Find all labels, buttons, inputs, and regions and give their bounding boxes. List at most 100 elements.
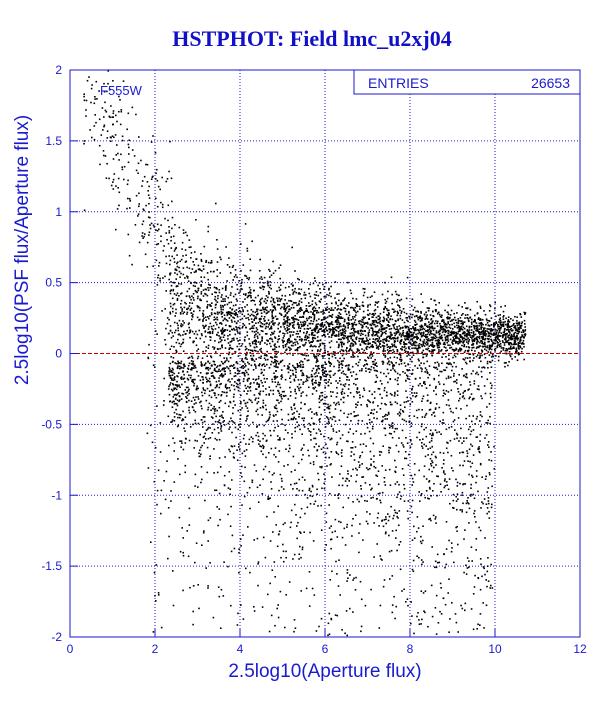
scatter-point — [199, 299, 201, 301]
scatter-point — [198, 452, 200, 454]
scatter-point — [510, 329, 512, 331]
scatter-point — [385, 302, 387, 304]
scatter-point — [260, 299, 262, 301]
scatter-point — [115, 115, 117, 117]
scatter-point — [190, 272, 192, 274]
scatter-point — [506, 333, 508, 335]
scatter-point — [439, 421, 441, 423]
scatter-point — [503, 332, 505, 334]
scatter-point — [174, 403, 176, 405]
scatter-point — [278, 298, 280, 300]
scatter-point — [203, 341, 205, 343]
scatter-point — [109, 116, 111, 118]
scatter-point — [269, 281, 271, 283]
scatter-point — [167, 178, 169, 180]
scatter-point — [191, 252, 193, 254]
scatter-point — [184, 277, 186, 279]
scatter-point — [123, 179, 125, 181]
scatter-point — [327, 317, 329, 319]
scatter-point — [298, 304, 300, 306]
scatter-point — [111, 185, 113, 187]
scatter-point — [271, 321, 273, 323]
scatter-point — [292, 354, 294, 356]
scatter-point — [391, 394, 393, 396]
scatter-point — [485, 579, 487, 581]
scatter-point — [331, 316, 333, 318]
scatter-point — [407, 400, 409, 402]
scatter-point — [365, 368, 367, 370]
scatter-point — [316, 312, 318, 314]
scatter-point — [173, 373, 175, 375]
scatter-point — [406, 397, 408, 399]
scatter-point — [94, 98, 96, 100]
scatter-point — [459, 398, 461, 400]
scatter-point — [174, 416, 176, 418]
scatter-point — [465, 603, 467, 605]
scatter-point — [412, 326, 414, 328]
scatter-point — [272, 333, 274, 335]
scatter-point — [229, 370, 231, 372]
scatter-point — [400, 318, 402, 320]
scatter-point — [200, 284, 202, 286]
scatter-point — [181, 308, 183, 310]
scatter-point — [315, 310, 317, 312]
scatter-point — [392, 366, 394, 368]
scatter-point — [267, 340, 269, 342]
scatter-point — [229, 352, 231, 354]
scatter-point — [240, 472, 242, 474]
scatter-point — [294, 321, 296, 323]
scatter-point — [478, 385, 480, 387]
scatter-point — [86, 100, 88, 102]
scatter-point — [188, 365, 190, 367]
scatter-point — [401, 299, 403, 301]
scatter-point — [483, 310, 485, 312]
scatter-point — [209, 284, 211, 286]
scatter-point — [276, 386, 278, 388]
scatter-point — [231, 329, 233, 331]
scatter-point — [301, 316, 303, 318]
scatter-point — [370, 357, 372, 359]
scatter-point — [175, 269, 177, 271]
scatter-point — [258, 322, 260, 324]
scatter-point — [518, 333, 520, 335]
scatter-point — [353, 383, 355, 385]
scatter-point — [200, 253, 202, 255]
scatter-point — [517, 359, 519, 361]
scatter-point — [288, 308, 290, 310]
scatter-point — [195, 423, 197, 425]
scatter-point — [453, 362, 455, 364]
scatter-point — [297, 336, 299, 338]
scatter-point — [395, 320, 397, 322]
scatter-point — [426, 316, 428, 318]
scatter-point — [478, 347, 480, 349]
scatter-point — [394, 395, 396, 397]
scatter-point — [387, 513, 389, 515]
scatter-point — [142, 180, 144, 182]
scatter-point — [297, 331, 299, 333]
scatter-point — [252, 300, 254, 302]
scatter-point — [247, 380, 249, 382]
scatter-point — [318, 346, 320, 348]
scatter-point — [436, 495, 438, 497]
scatter-point — [458, 374, 460, 376]
scatter-point — [221, 339, 223, 341]
scatter-point — [412, 340, 414, 342]
scatter-point — [361, 341, 363, 343]
scatter-point — [128, 144, 130, 146]
scatter-point — [159, 189, 161, 191]
scatter-point — [411, 305, 413, 307]
scatter-point — [389, 364, 391, 366]
scatter-point — [389, 516, 391, 518]
scatter-point — [434, 415, 436, 417]
scatter-point — [267, 311, 269, 313]
scatter-point — [293, 292, 295, 294]
scatter-point — [179, 276, 181, 278]
scatter-point — [388, 373, 390, 375]
scatter-point — [470, 309, 472, 311]
scatter-point — [197, 317, 199, 319]
scatter-point — [442, 340, 444, 342]
scatter-point — [312, 384, 314, 386]
scatter-point — [121, 109, 123, 111]
scatter-point — [246, 348, 248, 350]
scatter-point — [294, 504, 296, 506]
